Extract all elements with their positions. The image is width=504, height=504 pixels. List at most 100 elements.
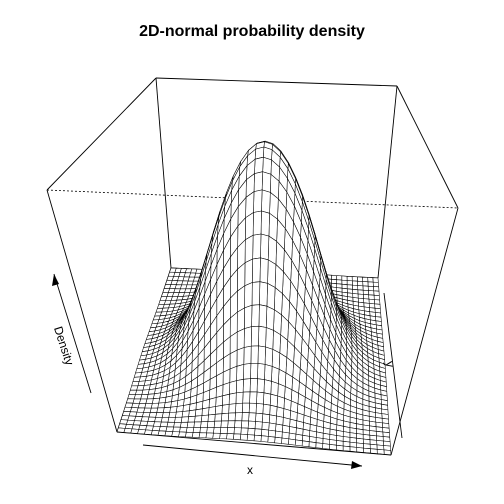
surface-cell — [165, 279, 173, 285]
surface-cell — [130, 385, 139, 391]
z-axis-arrowhead — [52, 274, 59, 286]
surface-cell — [221, 404, 230, 414]
surface-cell — [262, 403, 271, 416]
surface-cell — [268, 414, 277, 425]
surface-cell — [336, 444, 344, 451]
surface-cell — [260, 435, 269, 443]
box-edge-back — [155, 77, 398, 87]
surface-cell — [185, 427, 195, 433]
y-axis-arrow — [383, 292, 403, 439]
surface-cell — [261, 189, 271, 214]
surface-cell — [331, 274, 337, 280]
surface-cell — [252, 257, 261, 283]
surface-cell — [275, 423, 284, 433]
surface-cell — [265, 327, 274, 350]
box-edge-back — [46, 77, 157, 191]
surface-cell — [186, 421, 195, 428]
chart-title: 2D-normal probability density — [139, 23, 365, 40]
surface-cell — [160, 417, 170, 423]
surface-cell — [233, 427, 242, 435]
surface-cell — [178, 431, 187, 438]
surface-cell — [179, 426, 188, 433]
surface-cell — [276, 406, 285, 418]
surface-cell — [207, 414, 216, 422]
surface-cell — [352, 280, 358, 286]
surface-cell — [126, 398, 135, 404]
surface-cell — [120, 415, 130, 421]
surface-cell — [250, 345, 259, 364]
surface-cell — [161, 292, 169, 297]
surface-cell — [227, 420, 236, 428]
surface-cell — [198, 432, 207, 439]
surface-cell — [249, 391, 258, 404]
surface-cell — [294, 439, 303, 447]
surface-cell — [243, 363, 252, 380]
surface-cell — [288, 438, 296, 446]
surface-cell — [219, 433, 228, 440]
surface-cell — [373, 294, 380, 301]
surface-cell — [259, 281, 268, 307]
surface-cell — [214, 413, 223, 422]
surface-cell — [215, 395, 223, 407]
surface-cell — [205, 432, 214, 439]
z-axis: Density — [51, 273, 92, 394]
z-axis-arrow — [53, 273, 92, 394]
surface-cell — [213, 420, 222, 428]
surface-cell — [174, 416, 183, 423]
surface-cell — [127, 394, 136, 400]
surface-cell — [264, 364, 273, 382]
surface-cell — [341, 275, 348, 281]
surface-cell — [268, 422, 277, 432]
surface-cell — [133, 372, 142, 378]
surface-cell — [226, 427, 235, 435]
surface-cell — [356, 447, 364, 453]
surface-cell — [346, 276, 353, 282]
surface-cell — [200, 421, 209, 428]
surface-cell — [372, 277, 379, 283]
surface-cell — [257, 345, 266, 365]
surface-cell — [180, 421, 189, 428]
surface-cell — [242, 391, 251, 404]
box-edge-front — [390, 207, 459, 456]
surface-cell — [173, 422, 182, 428]
surface-cell — [255, 403, 264, 415]
surface-cell — [336, 275, 343, 281]
surface-cell — [368, 290, 375, 296]
surface-cell — [253, 171, 263, 192]
surface-cell — [262, 413, 270, 424]
surface-cell — [236, 379, 244, 394]
surface-cell — [214, 405, 223, 415]
surface-cell — [158, 300, 166, 305]
surface-cell — [258, 325, 267, 348]
surface-cell — [181, 410, 190, 418]
surface-cell — [373, 286, 380, 292]
surface-cell — [165, 426, 174, 432]
surface-cell — [276, 395, 285, 409]
surface-cell — [208, 406, 216, 416]
surface-cell — [254, 156, 264, 174]
x-axis: x — [142, 444, 363, 477]
surface-cell — [266, 283, 276, 310]
surface-cell — [132, 376, 141, 382]
surface-cell — [193, 421, 202, 428]
surface-cell — [244, 305, 253, 329]
surface-cell — [271, 366, 280, 384]
surface-cell — [256, 391, 265, 405]
surface-cell — [349, 446, 358, 453]
surface-cell — [182, 404, 191, 412]
surface-cell — [244, 282, 253, 309]
surface-cell — [194, 415, 203, 423]
surface-cell — [124, 402, 134, 408]
surface-cell — [164, 430, 173, 437]
surface-cell — [367, 281, 374, 287]
surface-cell — [257, 363, 266, 380]
surface-cell — [342, 445, 351, 452]
surface-cell — [274, 436, 283, 444]
surface-cell — [253, 434, 262, 442]
surface-cell — [261, 171, 272, 193]
surface-cell — [373, 290, 380, 296]
surface-cell — [180, 416, 189, 423]
surface-cell — [168, 411, 177, 418]
surface-cell — [199, 427, 208, 434]
surface-cell — [233, 433, 242, 441]
